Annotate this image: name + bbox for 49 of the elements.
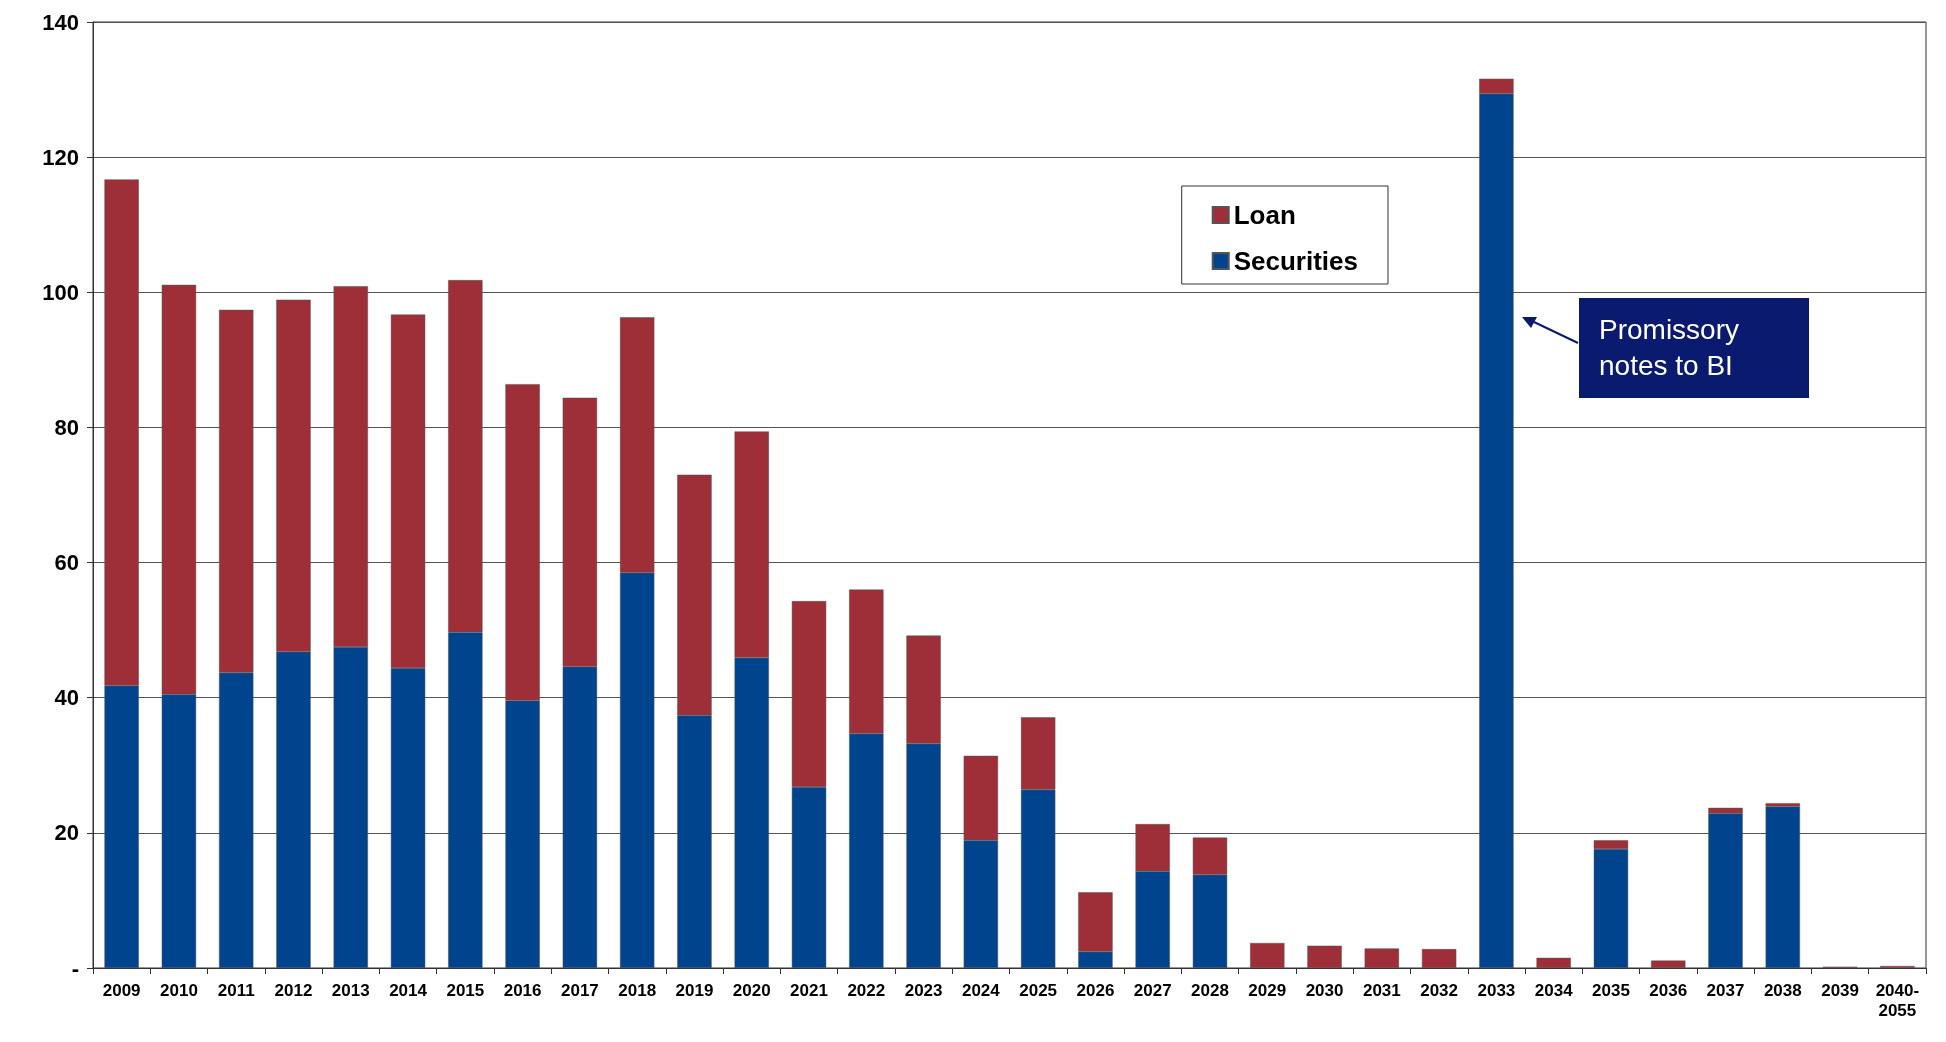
x-tick-label: 2009 (102, 980, 141, 1000)
bar (1536, 957, 1571, 968)
x-tick-label: 2023 (904, 980, 943, 1000)
x-tick-label: 2028 (1191, 980, 1229, 1000)
y-tick-label: 140 (42, 9, 79, 35)
x-tick-label: 2016 (503, 980, 542, 1000)
x-tick-label: 2014 (389, 980, 428, 1000)
x-tick-label: 2032 (1420, 980, 1459, 1000)
y-tick-label: 100 (42, 279, 79, 305)
y-tick-label: 20 (54, 820, 79, 846)
x-tick-label: 2024 (961, 980, 1001, 1000)
x-tick-label: 2017 (560, 980, 599, 1000)
legend-label: Securities (1233, 246, 1359, 276)
y-tick-label: 40 (54, 685, 79, 711)
x-tick-label: 2022 (847, 980, 886, 1000)
x-tick-label: 2025 (1019, 980, 1058, 1000)
x-tick-label: 2010 (160, 980, 198, 1000)
x-tick-label: 2037 (1706, 980, 1745, 1000)
y-tick-label: 120 (42, 144, 79, 170)
y-tick-label: 60 (54, 550, 79, 576)
x-tick-label: 2036 (1649, 980, 1688, 1000)
x-tick-label: 2012 (274, 980, 313, 1000)
x-tick-label: 2019 (675, 980, 714, 1000)
x-tick-label: 2011 (217, 980, 255, 1000)
y-tick-label: - (71, 955, 79, 981)
bar (1421, 949, 1457, 968)
bar (1250, 943, 1285, 968)
x-tick-label: 2035 (1592, 980, 1630, 1000)
callout-box: Promissory notes to BI (1579, 298, 1809, 398)
x-tick-label: 2018 (618, 980, 657, 1000)
x-tick-label: 2021 (790, 980, 828, 1000)
x-tick-label: 2026 (1076, 980, 1115, 1000)
x-tick-label: 2033 (1477, 980, 1516, 1000)
x-tick-label: 2040- 2055 (1875, 980, 1920, 1020)
x-tick-label: 2015 (446, 980, 485, 1000)
y-tick-label: 80 (54, 414, 79, 440)
legend-label: Loan (1233, 200, 1296, 230)
bar (1307, 945, 1342, 968)
x-tick-label: 2039 (1821, 980, 1859, 1000)
bar (1364, 948, 1400, 968)
x-tick-label: 2013 (331, 980, 370, 1000)
x-tick-label: 2020 (732, 980, 771, 1000)
x-tick-label: 2030 (1305, 980, 1344, 1000)
x-tick-label: 2027 (1133, 980, 1172, 1000)
x-tick-label: 2038 (1763, 980, 1802, 1000)
x-tick-label: 2029 (1248, 980, 1287, 1000)
x-tick-label: 2031 (1362, 980, 1401, 1000)
bar (1651, 960, 1686, 968)
x-tick-label: 2034 (1534, 980, 1574, 1000)
